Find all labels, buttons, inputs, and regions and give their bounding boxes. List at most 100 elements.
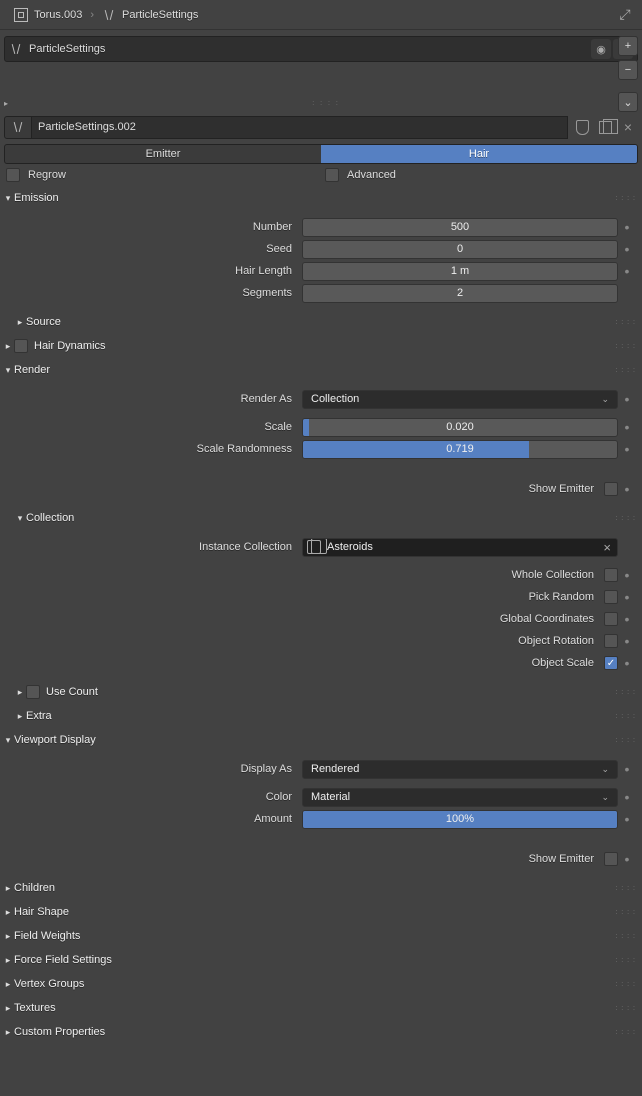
particle-settings-datablock: ParticleSettings.002 ×	[4, 114, 638, 140]
fake-user-button[interactable]	[572, 117, 592, 137]
animate-dot[interactable]: •	[618, 811, 636, 827]
panel-children[interactable]: ▸Children: : : :	[0, 876, 642, 900]
scale-field[interactable]: 0.020	[302, 418, 618, 437]
object-rotation-checkbox[interactable]	[604, 634, 618, 648]
panel-collection[interactable]: ▾ Collection : : : :	[0, 506, 642, 530]
number-field[interactable]: 500	[302, 218, 618, 237]
settings-name-field[interactable]: ParticleSettings.002	[32, 116, 568, 139]
panel-source[interactable]: ▸ Source : : : :	[0, 310, 642, 334]
chevron-down-icon: ⌄	[601, 394, 609, 405]
breadcrumb-item-object[interactable]: Torus.003	[8, 8, 88, 22]
hair-length-label: Hair Length	[6, 265, 302, 277]
global-coordinates-label: Global Coordinates	[0, 613, 604, 625]
list-resize-handle[interactable]: ▸ : : : :	[0, 96, 642, 110]
pick-random-checkbox[interactable]	[604, 590, 618, 604]
render-as-select[interactable]: Collection ⌄	[302, 390, 618, 409]
duplicate-button[interactable]	[595, 117, 615, 137]
animate-dot[interactable]: •	[618, 263, 636, 279]
display-as-label: Display As	[6, 763, 302, 775]
breadcrumb-label: Torus.003	[34, 9, 82, 21]
render-as-label: Render As	[6, 393, 302, 405]
advanced-label: Advanced	[347, 169, 396, 181]
panel-emission[interactable]: ▾ Emission : : : :	[0, 186, 642, 210]
particle-system-list-item[interactable]: ParticleSettings ◉ ▢	[4, 36, 638, 62]
animate-dot[interactable]: •	[618, 589, 636, 605]
show-emitter-checkbox[interactable]	[604, 482, 618, 496]
panel-hair-dynamics[interactable]: ▸ Hair Dynamics : : : :	[0, 334, 642, 358]
scale-randomness-field[interactable]: 0.719	[302, 440, 618, 459]
global-coordinates-checkbox[interactable]	[604, 612, 618, 626]
tab-hair[interactable]: Hair	[321, 145, 637, 163]
instance-collection-field[interactable]: Asteroids ×	[302, 538, 618, 557]
object-scale-checkbox[interactable]	[604, 656, 618, 670]
seed-label: Seed	[6, 243, 302, 255]
remove-button[interactable]: −	[618, 60, 638, 80]
browse-settings-button[interactable]	[4, 116, 32, 139]
use-count-checkbox[interactable]	[26, 685, 40, 699]
animate-dot[interactable]: •	[618, 391, 636, 407]
copy-icon	[599, 121, 612, 134]
hair-dynamics-checkbox[interactable]	[14, 339, 28, 353]
animate-dot[interactable]: •	[618, 655, 636, 671]
animate-dot[interactable]: •	[618, 241, 636, 257]
object-rotation-label: Object Rotation	[0, 635, 604, 647]
show-emitter-label: Show Emitter	[0, 483, 604, 495]
panel-custom-properties[interactable]: ▸Custom Properties: : : :	[0, 1020, 642, 1044]
animate-dot[interactable]: •	[618, 567, 636, 583]
pin-icon[interactable]: ⤢	[616, 6, 634, 23]
camera-icon[interactable]: ◉	[591, 39, 611, 59]
breadcrumb: Torus.003 › ParticleSettings ⤢	[0, 0, 642, 30]
display-as-select[interactable]: Rendered ⌄	[302, 760, 618, 779]
color-select[interactable]: Material ⌄	[302, 788, 618, 807]
particle-icon	[9, 42, 23, 56]
segments-field[interactable]: 2	[302, 284, 618, 303]
panel-hair-shape[interactable]: ▸Hair Shape: : : :	[0, 900, 642, 924]
list-side-buttons: + − ⌄	[618, 36, 638, 116]
seed-field[interactable]: 0	[302, 240, 618, 259]
scale-label: Scale	[6, 421, 302, 433]
breadcrumb-label: ParticleSettings	[122, 9, 198, 21]
animate-dot[interactable]: •	[618, 761, 636, 777]
viewport-show-emitter-checkbox[interactable]	[604, 852, 618, 866]
panel-render[interactable]: ▾ Render : : : :	[0, 358, 642, 382]
breadcrumb-item-particles[interactable]: ParticleSettings	[96, 8, 204, 22]
unlink-button[interactable]: ×	[618, 117, 638, 137]
instance-collection-label: Instance Collection	[6, 541, 302, 553]
panel-vertex-groups[interactable]: ▸Vertex Groups: : : :	[0, 972, 642, 996]
amount-label: Amount	[6, 813, 302, 825]
collection-icon	[307, 540, 321, 554]
animate-dot[interactable]: •	[618, 441, 636, 457]
animate-dot[interactable]: •	[618, 481, 636, 497]
animate-dot[interactable]: •	[618, 219, 636, 235]
color-label: Color	[6, 791, 302, 803]
breadcrumb-separator: ›	[88, 9, 96, 21]
particle-icon	[11, 120, 25, 134]
scale-randomness-label: Scale Randomness	[6, 443, 302, 455]
shield-icon	[576, 120, 589, 135]
panel-field-weights[interactable]: ▸Field Weights: : : :	[0, 924, 642, 948]
animate-dot[interactable]: •	[618, 419, 636, 435]
animate-dot[interactable]: •	[618, 789, 636, 805]
animate-dot[interactable]: •	[618, 851, 636, 867]
animate-dot[interactable]: •	[618, 633, 636, 649]
panel-use-count[interactable]: ▸ Use Count : : : :	[0, 680, 642, 704]
panel-textures[interactable]: ▸Textures: : : :	[0, 996, 642, 1020]
animate-dot[interactable]: •	[618, 611, 636, 627]
whole-collection-label: Whole Collection	[0, 569, 604, 581]
add-button[interactable]: +	[618, 36, 638, 56]
pick-random-label: Pick Random	[0, 591, 604, 603]
tab-emitter[interactable]: Emitter	[5, 145, 321, 163]
hair-length-field[interactable]: 1 m	[302, 262, 618, 281]
chevron-down-icon: ⌄	[601, 792, 609, 803]
clear-icon[interactable]: ×	[603, 540, 617, 555]
amount-field[interactable]: 100%	[302, 810, 618, 829]
particle-system-name: ParticleSettings	[23, 43, 589, 55]
specials-menu-button[interactable]: ⌄	[618, 92, 638, 112]
advanced-checkbox[interactable]	[325, 168, 339, 182]
whole-collection-checkbox[interactable]	[604, 568, 618, 582]
particle-icon	[102, 8, 116, 22]
panel-viewport-display[interactable]: ▾ Viewport Display : : : :	[0, 728, 642, 752]
regrow-checkbox[interactable]	[6, 168, 20, 182]
panel-force-field-settings[interactable]: ▸Force Field Settings: : : :	[0, 948, 642, 972]
panel-extra[interactable]: ▸ Extra : : : :	[0, 704, 642, 728]
